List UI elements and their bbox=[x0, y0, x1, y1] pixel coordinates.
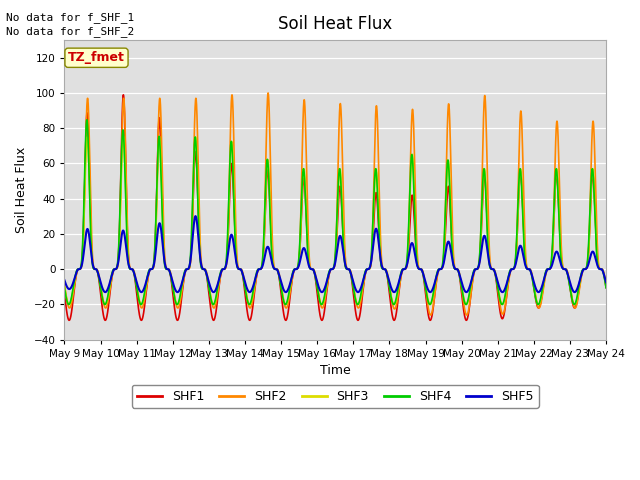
SHF1 bbox=[268, 241, 275, 247]
SHF2 bbox=[264, 90, 272, 96]
SHF3 bbox=[268, 240, 275, 245]
SHF5 bbox=[61, 277, 68, 283]
SHF4 bbox=[413, 259, 420, 264]
Title: Soil Heat Flux: Soil Heat Flux bbox=[278, 15, 392, 33]
SHF2 bbox=[506, 271, 514, 276]
SHF2 bbox=[413, 240, 420, 246]
SHF5 bbox=[426, 289, 434, 295]
SHF2 bbox=[602, 282, 610, 288]
SHF2 bbox=[465, 306, 472, 312]
Line: SHF3: SHF3 bbox=[65, 136, 606, 304]
SHF5 bbox=[413, 261, 420, 267]
SHF4 bbox=[268, 249, 275, 254]
SHF2 bbox=[427, 312, 435, 318]
SHF5 bbox=[506, 269, 514, 275]
SHF3 bbox=[506, 269, 514, 275]
SHF1 bbox=[602, 285, 610, 290]
Line: SHF5: SHF5 bbox=[65, 216, 606, 292]
SHF5 bbox=[385, 279, 393, 285]
SHF4 bbox=[602, 285, 610, 291]
SHF5 bbox=[268, 258, 275, 264]
SHF5 bbox=[465, 286, 472, 292]
Line: SHF1: SHF1 bbox=[65, 95, 606, 320]
SHF1 bbox=[465, 309, 472, 314]
SHF1 bbox=[120, 92, 127, 98]
SHF3 bbox=[413, 253, 420, 259]
SHF2 bbox=[159, 196, 166, 202]
SHF1 bbox=[506, 269, 514, 275]
SHF3 bbox=[120, 133, 127, 139]
SHF1 bbox=[61, 290, 68, 296]
SHF4 bbox=[159, 239, 167, 245]
SHF1 bbox=[413, 258, 420, 264]
SHF1 bbox=[385, 290, 393, 296]
SHF3 bbox=[426, 301, 434, 307]
SHF2 bbox=[61, 282, 68, 288]
SHF4 bbox=[465, 294, 472, 300]
SHF2 bbox=[268, 209, 275, 215]
SHF3 bbox=[159, 227, 167, 232]
Text: No data for f_SHF_1: No data for f_SHF_1 bbox=[6, 12, 134, 23]
SHF3 bbox=[385, 283, 393, 288]
SHF1 bbox=[159, 223, 167, 229]
Legend: SHF1, SHF2, SHF3, SHF4, SHF5: SHF1, SHF2, SHF3, SHF4, SHF5 bbox=[132, 385, 539, 408]
Line: SHF4: SHF4 bbox=[65, 120, 606, 304]
Text: TZ_fmet: TZ_fmet bbox=[68, 51, 125, 64]
X-axis label: Time: Time bbox=[320, 364, 351, 377]
SHF1 bbox=[426, 317, 434, 323]
SHF4 bbox=[386, 286, 394, 291]
SHF3 bbox=[61, 283, 68, 288]
SHF4 bbox=[83, 117, 91, 123]
SHF3 bbox=[465, 296, 472, 301]
Line: SHF2: SHF2 bbox=[65, 93, 606, 315]
SHF5 bbox=[602, 279, 610, 285]
Y-axis label: Soil Heat Flux: Soil Heat Flux bbox=[15, 147, 28, 233]
SHF3 bbox=[602, 283, 610, 288]
SHF5 bbox=[159, 243, 166, 249]
SHF4 bbox=[61, 285, 68, 291]
SHF2 bbox=[385, 282, 393, 288]
SHF4 bbox=[65, 301, 72, 307]
SHF4 bbox=[506, 268, 514, 274]
Text: No data for f_SHF_2: No data for f_SHF_2 bbox=[6, 26, 134, 37]
SHF5 bbox=[192, 213, 200, 219]
